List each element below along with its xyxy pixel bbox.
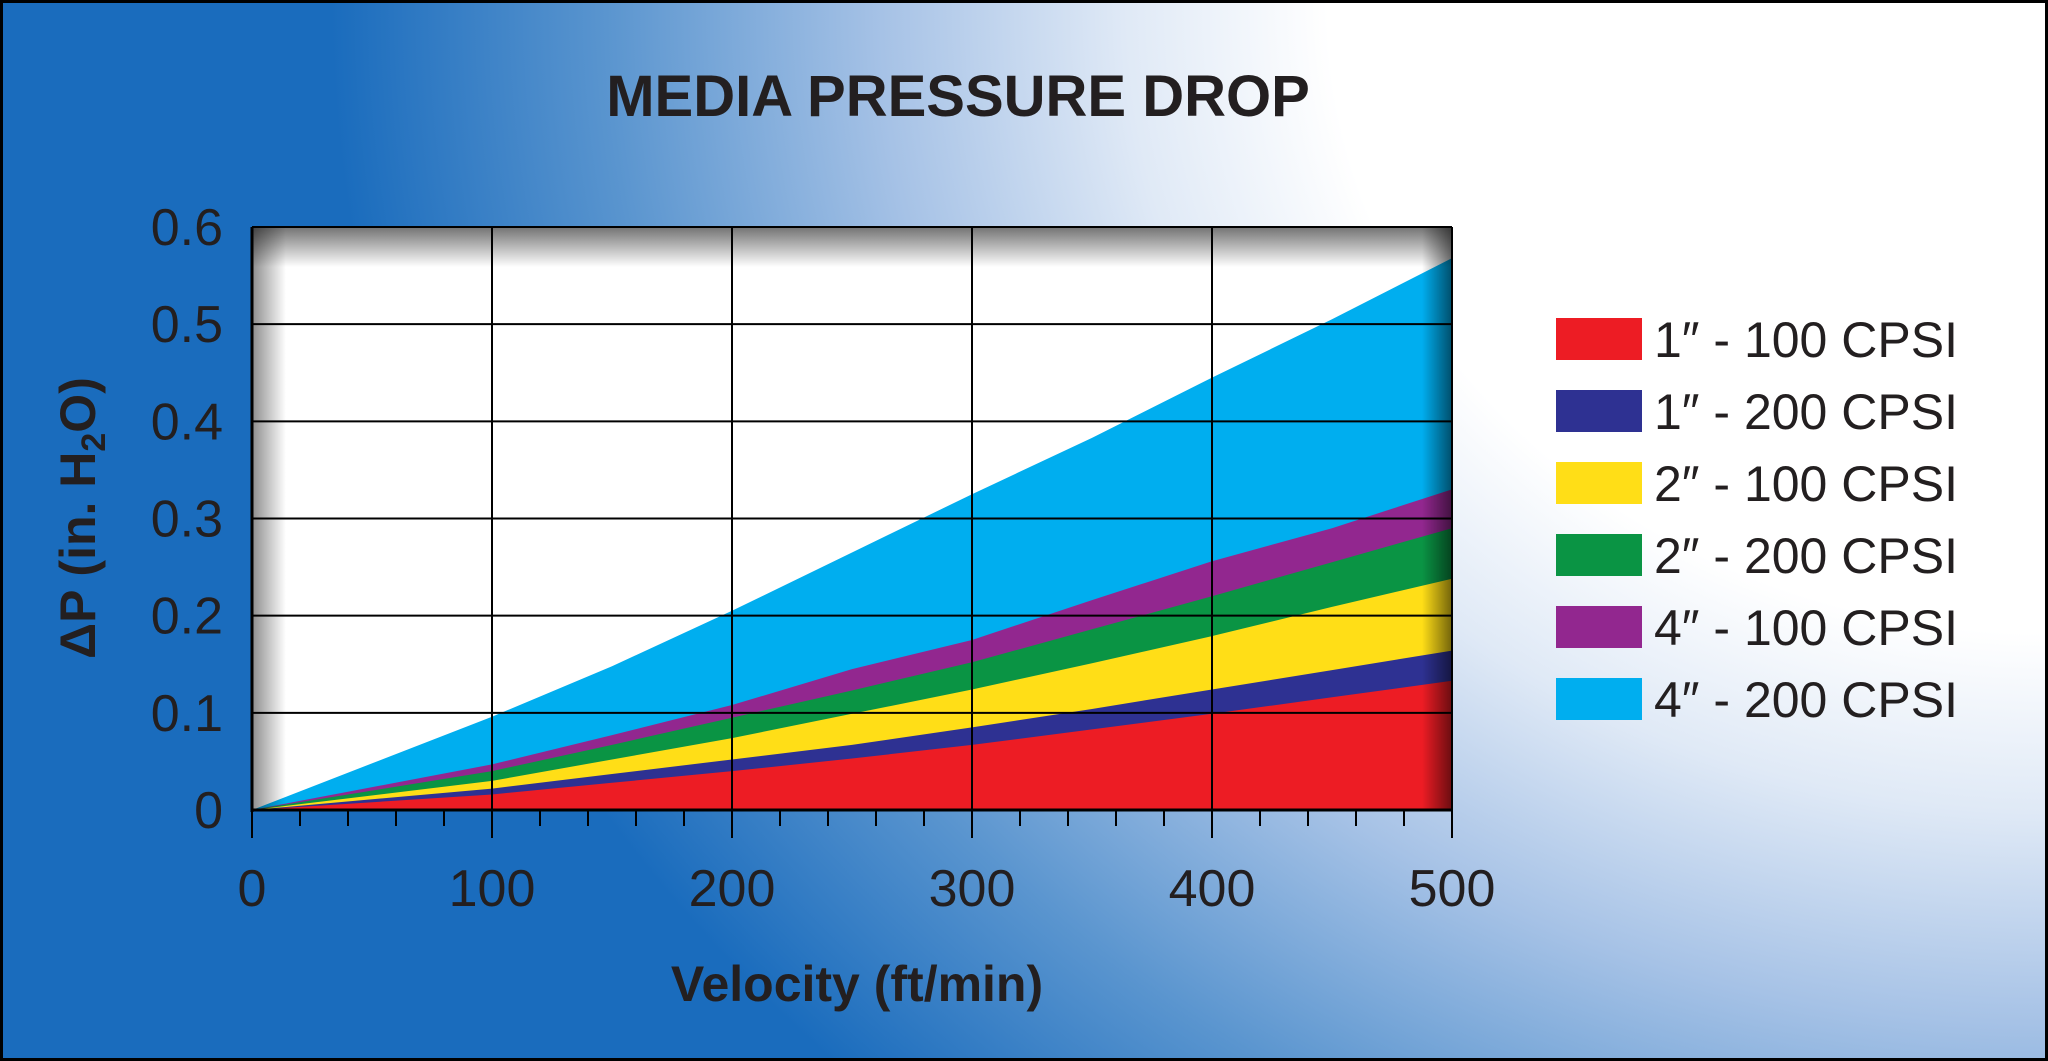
y-tick-label: 0.2 xyxy=(151,588,223,646)
legend-swatch xyxy=(1556,534,1642,576)
legend-label: 4″ - 200 CPSI xyxy=(1654,672,1958,728)
x-tick-label: 500 xyxy=(1409,860,1496,918)
chart-title: MEDIA PRESSURE DROP xyxy=(606,64,1310,129)
y-axis-title-suffix: O) xyxy=(50,377,106,433)
legend-swatch xyxy=(1556,318,1642,360)
legend-item-2in-100-cpsi: 2″ - 100 CPSI xyxy=(1556,456,1958,512)
plot-inner-shadow xyxy=(252,227,1452,810)
x-tick-label: 400 xyxy=(1169,860,1256,918)
legend-item-1in-100-cpsi: 1″ - 100 CPSI xyxy=(1556,312,1958,368)
x-tick-label: 300 xyxy=(929,860,1016,918)
legend-item-2in-200-cpsi: 2″ - 200 CPSI xyxy=(1556,528,1958,584)
axes xyxy=(250,227,1453,838)
legend-swatch xyxy=(1556,606,1642,648)
pressure-drop-chart: MEDIA PRESSURE DROP 00.10.20.30.40.50.6 … xyxy=(50,64,1958,1012)
y-tick-labels: 0 0.1 0.2 0.3 0.4 0.5 0.6 xyxy=(151,199,223,840)
legend-swatch xyxy=(1556,390,1642,432)
legend-swatch xyxy=(1556,678,1642,720)
area-1in-100-cpsi xyxy=(252,680,1452,810)
y-axis-title-main: ΔP (in. H xyxy=(50,452,106,659)
x-tick-label: 0 xyxy=(238,860,267,918)
y-tick-label: 0.1 xyxy=(151,685,223,743)
y-tick-label: 0.6 xyxy=(151,199,223,257)
legend-label: 2″ - 100 CPSI xyxy=(1654,456,1958,512)
y-tick-label: 0 xyxy=(194,782,223,840)
legend-item-1in-200-cpsi: 1″ - 200 CPSI xyxy=(1556,384,1958,440)
legend-item-4in-200-cpsi: 4″ - 200 CPSI xyxy=(1556,672,1958,728)
gridlines xyxy=(252,226,1453,810)
x-axis-title: Velocity (ft/min) xyxy=(671,956,1043,1012)
x-tick-labels: 0 100 200 300 400 500 xyxy=(238,860,1496,918)
legend-label: 1″ - 100 CPSI xyxy=(1654,312,1958,368)
legend-label: 2″ - 200 CPSI xyxy=(1654,528,1958,584)
y-tick-label: 0.5 xyxy=(151,296,223,354)
legend-item-4in-100-cpsi: 4″ - 100 CPSI xyxy=(1556,600,1958,656)
y-tick-label: 0.4 xyxy=(151,393,223,451)
legend: 1″ - 100 CPSI 1″ - 200 CPSI 2″ - 100 CPSI 2… xyxy=(1556,312,1958,728)
y-axis-title: ΔP (in. H2O) xyxy=(50,377,113,659)
x-tick-label: 100 xyxy=(449,860,536,918)
y-axis-title-subscript: 2 xyxy=(75,433,113,452)
legend-label: 1″ - 200 CPSI xyxy=(1654,384,1958,440)
y-tick-label: 0.3 xyxy=(151,491,223,549)
legend-label: 4″ - 100 CPSI xyxy=(1654,600,1958,656)
x-tick-label: 200 xyxy=(689,860,776,918)
area-layers xyxy=(252,258,1452,810)
legend-swatch xyxy=(1556,462,1642,504)
